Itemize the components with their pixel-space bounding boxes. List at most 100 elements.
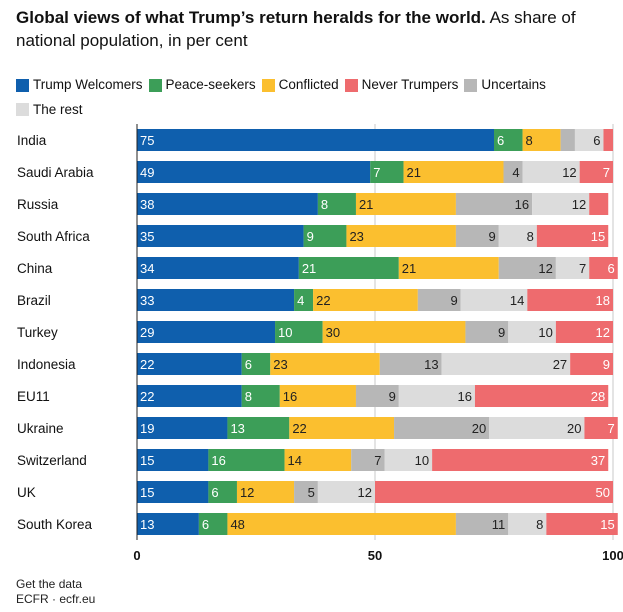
bar-never-trumpers: [474, 385, 609, 407]
data-label: 12: [596, 325, 610, 340]
data-label: 10: [415, 453, 429, 468]
data-label: 18: [596, 293, 610, 308]
data-label: 4: [512, 165, 519, 180]
category-label: Ukraine: [17, 421, 64, 436]
bar-peace-seekers: [317, 193, 356, 215]
data-label: 9: [450, 293, 457, 308]
data-label: 11: [492, 517, 506, 532]
bar-never-trumpers: [375, 481, 613, 503]
data-label: 5: [308, 485, 315, 500]
bar-conflicted: [284, 449, 352, 471]
legend-label: Uncertains: [481, 77, 546, 92]
data-label: 19: [140, 421, 154, 436]
category-label: South Korea: [17, 517, 93, 532]
bar-the-rest: [532, 193, 590, 215]
bar-conflicted: [289, 417, 395, 439]
data-label: 29: [140, 325, 154, 340]
category-label: Indonesia: [17, 357, 76, 372]
data-label: 12: [572, 197, 586, 212]
bar-never-trumpers: [570, 353, 613, 375]
bar-the-rest: [574, 129, 604, 151]
data-label: 16: [515, 197, 529, 212]
bar-peace-seekers: [208, 481, 237, 503]
bar-uncertains: [560, 129, 575, 151]
bar-the-rest: [317, 481, 375, 503]
get-data-link[interactable]: Get the data: [16, 577, 83, 591]
bar-trump-welcomers: [137, 385, 242, 407]
bar-the-rest: [489, 417, 585, 439]
data-label: 75: [140, 133, 154, 148]
legend-swatch: [464, 78, 478, 92]
data-label: 8: [526, 133, 533, 148]
category-label: Switzerland: [17, 453, 87, 468]
legend-swatch: [261, 78, 275, 92]
data-label: 13: [424, 357, 438, 372]
bar-the-rest: [384, 449, 433, 471]
bar-never-trumpers: [527, 289, 613, 311]
bar-trump-welcomers: [137, 225, 304, 247]
data-label: 30: [326, 325, 340, 340]
bar-never-trumpers: [546, 513, 618, 535]
data-label: 21: [302, 261, 316, 276]
bar-never-trumpers: [603, 129, 613, 151]
data-label: 4: [297, 293, 304, 308]
data-label: 9: [389, 389, 396, 404]
bar-never-trumpers: [536, 225, 609, 247]
bar-uncertains: [455, 225, 499, 247]
data-label: 22: [292, 421, 306, 436]
data-label: 13: [140, 517, 154, 532]
legend-item-peace-seekers: Peace-seekers: [148, 74, 256, 96]
data-label: 38: [140, 197, 154, 212]
bar-peace-seekers: [198, 513, 228, 535]
data-label: 21: [402, 261, 416, 276]
data-label: 7: [608, 421, 615, 436]
bar-conflicted: [279, 385, 356, 407]
bar-the-rest: [508, 321, 556, 343]
bar-conflicted: [346, 225, 456, 247]
data-label: 7: [374, 453, 381, 468]
bar-the-rest: [522, 161, 580, 183]
bar-trump-welcomers: [137, 353, 242, 375]
bar-conflicted: [398, 257, 499, 279]
bar-the-rest: [498, 225, 537, 247]
data-label: 6: [497, 133, 504, 148]
category-label: Turkey: [17, 325, 58, 340]
data-label: 12: [538, 261, 552, 276]
category-label: EU11: [17, 389, 50, 404]
data-label: 6: [202, 517, 209, 532]
bar-conflicted: [355, 193, 456, 215]
data-label: 6: [593, 133, 600, 148]
bar-uncertains: [455, 513, 509, 535]
bar-uncertains: [465, 321, 509, 343]
data-label: 8: [536, 517, 543, 532]
chart-subtitle: As share of national population, in per …: [16, 8, 576, 50]
data-label: 8: [321, 197, 328, 212]
bar-uncertains: [379, 353, 442, 375]
data-label: 21: [359, 197, 373, 212]
bar-the-rest: [398, 385, 475, 407]
bar-never-trumpers: [555, 321, 613, 343]
bar-peace-seekers: [494, 129, 523, 151]
data-label: 13: [230, 421, 244, 436]
bar-peace-seekers: [208, 449, 285, 471]
legend-swatch: [344, 78, 358, 92]
legend-label: Peace-seekers: [165, 77, 256, 92]
data-label: 6: [608, 261, 615, 276]
bar-trump-welcomers: [137, 321, 276, 343]
bar-the-rest: [460, 289, 528, 311]
bar-peace-seekers: [241, 353, 271, 375]
bar-conflicted: [313, 289, 418, 311]
data-label: 8: [245, 389, 252, 404]
data-label: 9: [489, 229, 496, 244]
bar-trump-welcomers: [137, 481, 209, 503]
legend-label: Never Trumpers: [361, 77, 459, 92]
data-label: 7: [373, 165, 380, 180]
category-label: China: [17, 261, 53, 276]
bar-never-trumpers: [589, 257, 618, 279]
legend-item-uncertains: Uncertains: [464, 74, 546, 96]
bar-conflicted: [227, 513, 456, 535]
data-label: 14: [288, 453, 302, 468]
x-tick-label: 0: [133, 548, 140, 563]
data-label: 48: [230, 517, 244, 532]
